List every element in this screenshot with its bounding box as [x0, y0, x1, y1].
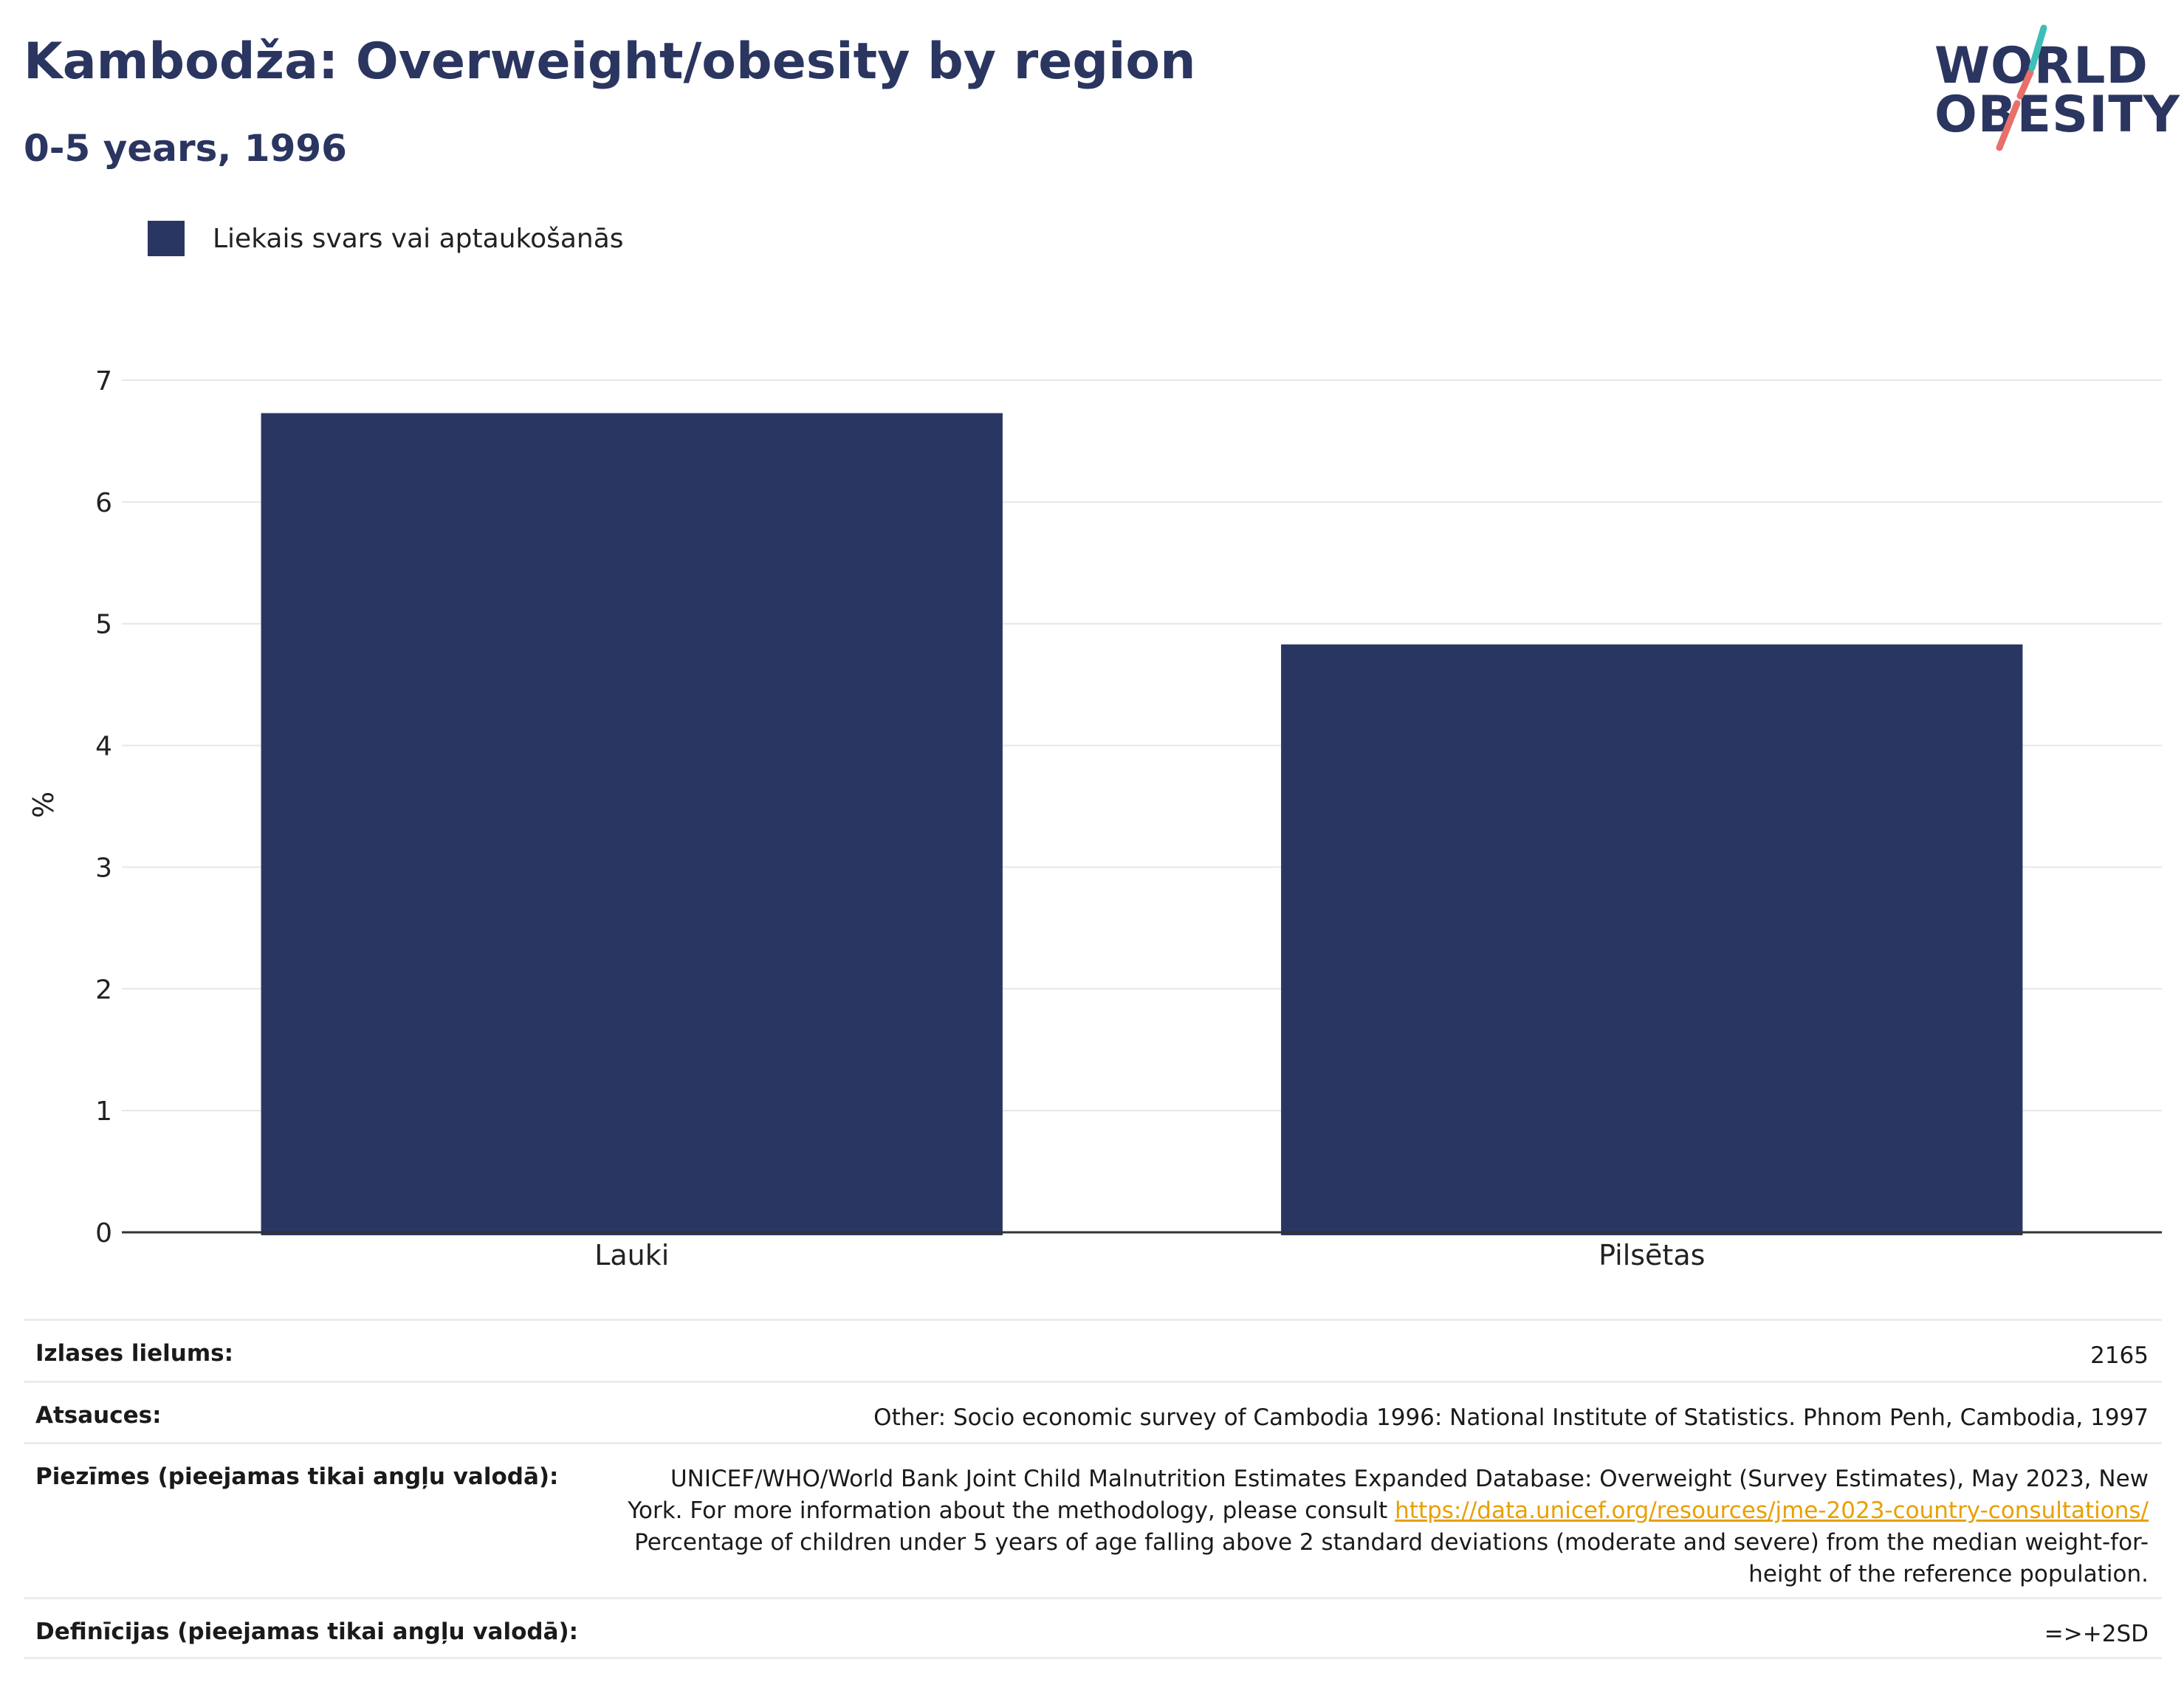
notes-text-after: Percentage of children under 5 years of …	[634, 1529, 2149, 1587]
chart-subtitle: 0-5 years, 1996	[24, 127, 347, 170]
y-tick-label: 7	[95, 366, 112, 396]
bar-lauki[interactable]	[261, 413, 1003, 1235]
y-tick-label: 4	[95, 732, 112, 762]
y-tick-label: 3	[95, 853, 112, 883]
chart-bars	[261, 413, 2023, 1235]
notes-text-before: UNICEF/WHO/World Bank Joint Child Malnut…	[628, 1466, 2149, 1524]
notes-value: UNICEF/WHO/World Bank Joint Child Malnut…	[613, 1463, 2149, 1590]
logo-slash-icon	[1996, 24, 2047, 151]
legend-swatch	[148, 221, 185, 256]
definitions-label: Definīcijas (pieejamas tikai angļu valod…	[35, 1618, 579, 1645]
details-table: Izlases lielums: 2165 Atsauces: Other: S…	[24, 1319, 2162, 1659]
details-row-notes: Piezīmes (pieejamas tikai angļu valodā):…	[24, 1442, 2162, 1597]
x-tick-label: Pilsētas	[1598, 1239, 1705, 1271]
sources-label: Atsauces:	[35, 1402, 162, 1429]
notes-label: Piezīmes (pieejamas tikai angļu valodā):	[35, 1463, 559, 1490]
legend-label: Liekais svars vai aptaukošanās	[213, 223, 624, 254]
y-axis-label: %	[27, 792, 60, 818]
y-tick-label: 1	[95, 1096, 112, 1127]
chart-legend[interactable]: Liekais svars vai aptaukošanās	[148, 220, 624, 257]
y-tick-label: 6	[95, 488, 112, 518]
sample-size-value: 2165	[2090, 1342, 2149, 1369]
y-axis-ticks: 0 1 2 3 4 5 6 7	[95, 366, 112, 1249]
bar-pilsētas[interactable]	[1281, 644, 2023, 1235]
x-tick-label: Lauki	[594, 1239, 669, 1271]
definitions-value: =>+2SD	[2044, 1621, 2149, 1647]
chart-title: Kambodža: Overweight/obesity by region	[24, 32, 1196, 91]
details-row-definitions: Definīcijas (pieejamas tikai angļu valod…	[24, 1597, 2162, 1659]
sources-value: Other: Socio economic survey of Cambodia…	[873, 1404, 2149, 1431]
details-row-sample-size: Izlases lielums: 2165	[24, 1319, 2162, 1381]
world-obesity-logo[interactable]: WORLD OBESITY	[1920, 22, 2180, 155]
y-tick-label: 5	[95, 610, 112, 640]
notes-link[interactable]: https://data.unicef.org/resources/jme-20…	[1395, 1497, 2149, 1524]
y-tick-label: 2	[95, 975, 112, 1005]
bar-chart: 0 1 2 3 4 5 6 7 Lauki Pilsētas %	[27, 366, 2162, 1271]
details-row-sources: Atsauces: Other: Socio economic survey o…	[24, 1381, 2162, 1442]
y-tick-label: 0	[95, 1218, 112, 1249]
x-axis-ticks: Lauki Pilsētas	[594, 1239, 1705, 1271]
sample-size-label: Izlases lielums:	[35, 1340, 233, 1367]
logo-word-obesity: OBESITY	[1934, 86, 2180, 144]
logo-word-world: WORLD	[1934, 37, 2149, 95]
